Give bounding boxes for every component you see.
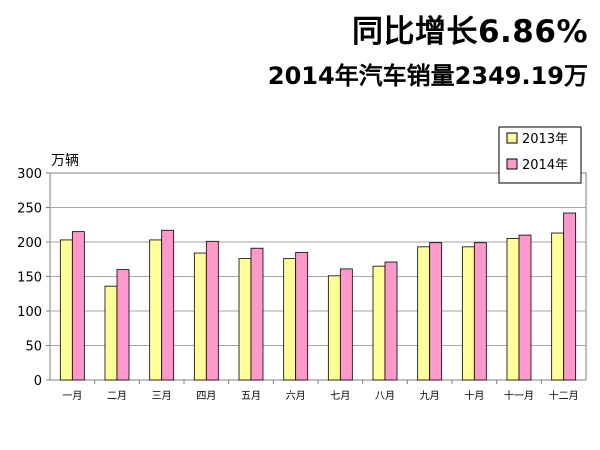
bar-2014 [473,242,487,381]
y-tick-label: 200 [17,236,42,251]
y-axis-unit-label: 万辆 [51,153,79,169]
legend-swatch-2014 [506,158,518,170]
bars [59,212,577,381]
x-tick-label: 七月 [330,390,350,402]
legend-swatch-2013 [506,132,518,144]
x-tick-label: 八月 [375,390,395,402]
bar-2014 [205,240,219,381]
bar-2014 [563,212,577,381]
bar-2014 [339,268,353,381]
y-tick-label: 50 [25,340,42,355]
bar-2013 [417,246,431,381]
y-tick-label: 300 [17,167,42,182]
x-tick-label: 六月 [286,390,306,402]
bar-2013 [238,258,252,381]
x-tick-label: 九月 [420,390,440,402]
x-axis: 一月 二月 三月 四月 五月 六月 七月 八月 九月 十月 十一月 十二月 [62,380,579,402]
bar-2014 [250,247,264,381]
gridlines [50,207,586,346]
bar-2014 [429,242,443,381]
x-tick-label: 五月 [241,390,261,402]
legend-label-2014: 2014年 [522,158,568,173]
y-tick-label: 150 [17,271,42,286]
y-tick-label: 0 [34,374,42,389]
chart-subtitle: 2014年汽车销量2349.19万 [267,62,588,90]
bar-2014 [116,269,130,381]
y-tick-label: 100 [17,305,42,320]
bar-2013 [506,238,520,381]
bar-2014 [518,234,532,381]
x-tick-label: 一月 [62,390,82,402]
x-tick-label: 三月 [152,390,172,402]
bar-2014 [161,229,175,381]
x-tick-label: 十二月 [549,389,579,402]
bar-2013 [193,252,207,381]
x-tick-label: 二月 [107,390,127,402]
bar-2013 [104,285,118,381]
legend-label-2013: 2013年 [522,132,568,147]
y-tick-label: 250 [17,202,42,217]
legend: 2013年 2014年 [498,126,582,184]
chart-title: 同比增长6.86% [351,14,588,50]
bar-2013 [461,246,475,381]
bar-2013 [327,275,341,381]
x-tick-label: 四月 [196,390,216,402]
bar-2014 [384,261,398,381]
y-axis: 0 50 100 150 200 250 300 [17,167,50,389]
bar-2014 [71,231,85,381]
x-tick-label: 十月 [464,389,484,402]
bar-2013 [59,239,73,381]
bar-2014 [295,251,309,381]
bar-2013 [149,239,163,381]
bar-2013 [372,265,386,381]
bar-2013 [283,258,297,381]
bar-2013 [551,232,565,381]
x-tick-label: 十一月 [504,389,534,402]
